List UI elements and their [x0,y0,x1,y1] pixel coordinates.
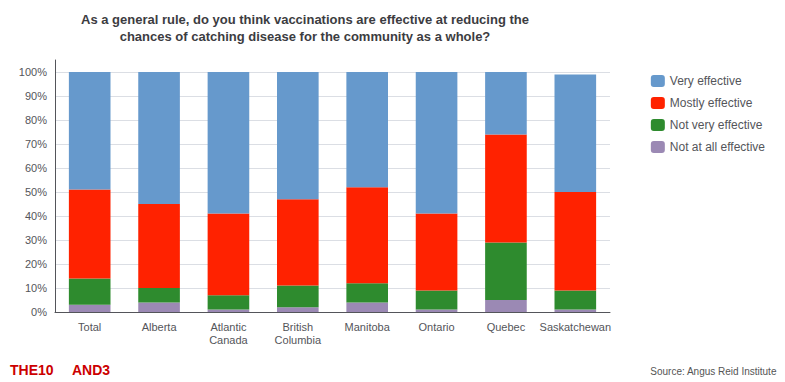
svg-text:Canada: Canada [209,334,248,346]
svg-text:80%: 80% [25,114,47,126]
svg-text:Columbia: Columbia [275,334,322,346]
svg-text:Manitoba: Manitoba [345,321,391,333]
svg-text:0%: 0% [31,306,47,318]
svg-text:50%: 50% [25,186,47,198]
svg-text:As a general rule, do you thin: As a general rule, do you think vaccinat… [81,12,529,27]
svg-text:Atlantic: Atlantic [210,321,247,333]
svg-text:90%: 90% [25,90,47,102]
svg-text:chances of catching disease fo: chances of catching disease for the comm… [120,29,491,44]
svg-text:Source: Angus Reid Institute: Source: Angus Reid Institute [650,366,777,377]
svg-text:Not very effective: Not very effective [670,118,763,132]
svg-text:100%: 100% [19,66,47,78]
svg-text:10%: 10% [25,282,47,294]
svg-text:THE10: THE10 [10,362,54,378]
svg-text:40%: 40% [25,210,47,222]
svg-text:AND3: AND3 [72,362,110,378]
svg-text:20%: 20% [25,258,47,270]
svg-text:Alberta: Alberta [142,321,178,333]
svg-text:Saskatchewan: Saskatchewan [540,321,612,333]
svg-text:70%: 70% [25,138,47,150]
svg-text:30%: 30% [25,234,47,246]
svg-text:British: British [283,321,314,333]
svg-text:Very effective: Very effective [670,74,742,88]
svg-text:Total: Total [78,321,101,333]
svg-text:Ontario: Ontario [419,321,455,333]
svg-text:Quebec: Quebec [487,321,526,333]
svg-text:Mostly effective: Mostly effective [670,96,753,110]
svg-text:Not at all effective: Not at all effective [670,140,765,154]
svg-text:60%: 60% [25,162,47,174]
